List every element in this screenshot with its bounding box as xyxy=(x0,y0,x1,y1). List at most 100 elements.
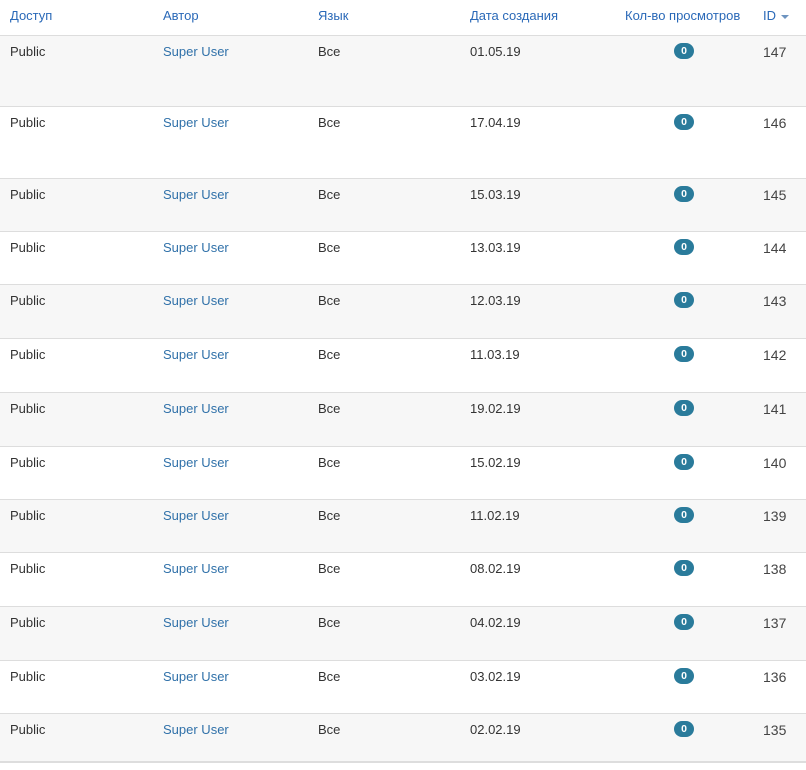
table-row: Public Super User Все 19.02.19 0 141 xyxy=(0,392,806,446)
hits-badge: 0 xyxy=(674,345,694,362)
hits-badge: 0 xyxy=(674,667,694,684)
cell-access: Public xyxy=(10,668,46,684)
column-header-access-label: Доступ xyxy=(10,8,53,23)
table-row: Public Super User Все 02.02.19 0 135 xyxy=(0,713,806,762)
author-link[interactable]: Super User xyxy=(163,668,229,684)
table-row: Public Super User Все 15.02.19 0 140 xyxy=(0,446,806,499)
cell-created: 01.05.19 xyxy=(470,43,521,59)
cell-language: Все xyxy=(318,346,341,362)
cell-created: 19.02.19 xyxy=(470,400,521,416)
author-link[interactable]: Super User xyxy=(163,721,229,737)
author-link[interactable]: Super User xyxy=(163,239,229,255)
cell-author: Super User xyxy=(153,338,308,392)
cell-hits: 0 xyxy=(615,446,753,499)
author-link[interactable]: Super User xyxy=(163,560,229,576)
cell-access: Public xyxy=(10,560,46,576)
column-header-author-label: Автор xyxy=(163,8,199,23)
cell-language: Все xyxy=(318,43,341,59)
cell-created: 15.02.19 xyxy=(470,454,521,470)
table-row: Public Super User Все 03.02.19 0 136 xyxy=(0,660,806,713)
hits-badge: 0 xyxy=(674,506,694,523)
cell-language: Все xyxy=(318,292,341,308)
cell-access: Public xyxy=(10,721,46,737)
cell-access: Public xyxy=(10,186,46,202)
column-header-created[interactable]: Дата создания xyxy=(460,0,615,35)
cell-id: 147 xyxy=(763,43,787,60)
column-header-id[interactable]: ID xyxy=(753,0,806,35)
cell-language: Все xyxy=(318,614,341,630)
cell-language: Все xyxy=(318,186,341,202)
cell-author: Super User xyxy=(153,178,308,231)
hits-badge: 0 xyxy=(674,720,694,737)
cell-language: Все xyxy=(318,239,341,255)
cell-hits: 0 xyxy=(615,713,753,762)
cell-access: Public xyxy=(10,346,46,362)
cell-access: Public xyxy=(10,43,46,59)
table-row: Public Super User Все 15.03.19 0 145 xyxy=(0,178,806,231)
cell-created: 11.02.19 xyxy=(470,507,520,523)
cell-id: 146 xyxy=(763,114,787,131)
cell-author: Super User xyxy=(153,35,308,106)
table-header-row: Доступ Автор Язык Дата создания Кол-во п… xyxy=(0,0,806,35)
column-header-language-label: Язык xyxy=(318,8,349,23)
cell-hits: 0 xyxy=(615,231,753,284)
sort-desc-caret-icon xyxy=(781,14,789,19)
cell-author: Super User xyxy=(153,552,308,606)
cell-hits: 0 xyxy=(615,284,753,338)
cell-id: 135 xyxy=(763,721,787,738)
cell-hits: 0 xyxy=(615,660,753,713)
cell-hits: 0 xyxy=(615,392,753,446)
table-row: Public Super User Все 01.05.19 0 147 xyxy=(0,35,806,106)
cell-access: Public xyxy=(10,239,46,255)
cell-created: 08.02.19 xyxy=(470,560,521,576)
table-row: Public Super User Все 11.02.19 0 139 xyxy=(0,499,806,552)
cell-created: 04.02.19 xyxy=(470,614,521,630)
author-link[interactable]: Super User xyxy=(163,454,229,470)
cell-id: 142 xyxy=(763,346,787,363)
cell-author: Super User xyxy=(153,106,308,178)
author-link[interactable]: Super User xyxy=(163,507,229,523)
cell-hits: 0 xyxy=(615,106,753,178)
cell-created: 15.03.19 xyxy=(470,186,521,202)
cell-access: Public xyxy=(10,507,46,523)
author-link[interactable]: Super User xyxy=(163,400,229,416)
table-row: Public Super User Все 12.03.19 0 143 xyxy=(0,284,806,338)
column-header-author[interactable]: Автор xyxy=(153,0,308,35)
hits-badge: 0 xyxy=(674,291,694,308)
table-row: Public Super User Все 08.02.19 0 138 xyxy=(0,552,806,606)
cell-language: Все xyxy=(318,454,341,470)
cell-access: Public xyxy=(10,292,46,308)
author-link[interactable]: Super User xyxy=(163,614,229,630)
author-link[interactable]: Super User xyxy=(163,346,229,362)
cell-hits: 0 xyxy=(615,552,753,606)
cell-author: Super User xyxy=(153,284,308,338)
cell-language: Все xyxy=(318,560,341,576)
column-header-created-label: Дата создания xyxy=(470,8,559,23)
column-header-access[interactable]: Доступ xyxy=(0,0,153,35)
column-header-hits[interactable]: Кол-во просмотров xyxy=(615,0,753,35)
cell-author: Super User xyxy=(153,606,308,660)
table-row: Public Super User Все 17.04.19 0 146 xyxy=(0,106,806,178)
cell-id: 136 xyxy=(763,668,787,685)
column-header-id-label: ID xyxy=(763,8,776,23)
hits-badge: 0 xyxy=(674,613,694,630)
cell-author: Super User xyxy=(153,231,308,284)
hits-badge: 0 xyxy=(674,559,694,576)
author-link[interactable]: Super User xyxy=(163,43,229,59)
author-link[interactable]: Super User xyxy=(163,114,229,130)
cell-language: Все xyxy=(318,668,341,684)
column-header-language[interactable]: Язык xyxy=(308,0,460,35)
cell-id: 145 xyxy=(763,186,787,203)
author-link[interactable]: Super User xyxy=(163,292,229,308)
cell-id: 143 xyxy=(763,292,787,309)
hits-badge: 0 xyxy=(674,185,694,202)
author-link[interactable]: Super User xyxy=(163,186,229,202)
cell-id: 141 xyxy=(763,400,787,417)
cell-created: 13.03.19 xyxy=(470,239,521,255)
cell-id: 138 xyxy=(763,560,787,577)
hits-badge: 0 xyxy=(674,238,694,255)
cell-language: Все xyxy=(318,400,341,416)
cell-hits: 0 xyxy=(615,499,753,552)
cell-author: Super User xyxy=(153,713,308,762)
